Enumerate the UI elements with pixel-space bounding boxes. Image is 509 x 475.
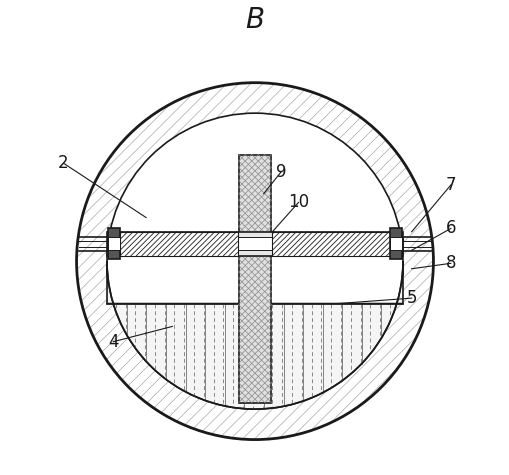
Bar bbox=[389, 237, 401, 250]
Bar bbox=[108, 228, 120, 259]
Bar bbox=[120, 232, 237, 256]
Text: 6: 6 bbox=[445, 219, 455, 238]
Text: 4: 4 bbox=[108, 332, 119, 351]
Circle shape bbox=[107, 113, 402, 409]
Text: 7: 7 bbox=[445, 176, 455, 194]
Text: 8: 8 bbox=[445, 254, 455, 272]
Bar bbox=[107, 232, 402, 256]
Bar bbox=[272, 232, 389, 256]
Bar bbox=[389, 228, 401, 259]
Polygon shape bbox=[107, 261, 402, 409]
Text: 9: 9 bbox=[275, 163, 286, 181]
Circle shape bbox=[76, 83, 433, 439]
Text: 5: 5 bbox=[406, 289, 416, 307]
Bar bbox=[108, 237, 120, 250]
Bar bbox=[238, 154, 271, 403]
Text: 10: 10 bbox=[288, 193, 308, 211]
Bar bbox=[107, 237, 402, 250]
Text: 2: 2 bbox=[58, 154, 69, 172]
Text: B: B bbox=[245, 6, 264, 34]
